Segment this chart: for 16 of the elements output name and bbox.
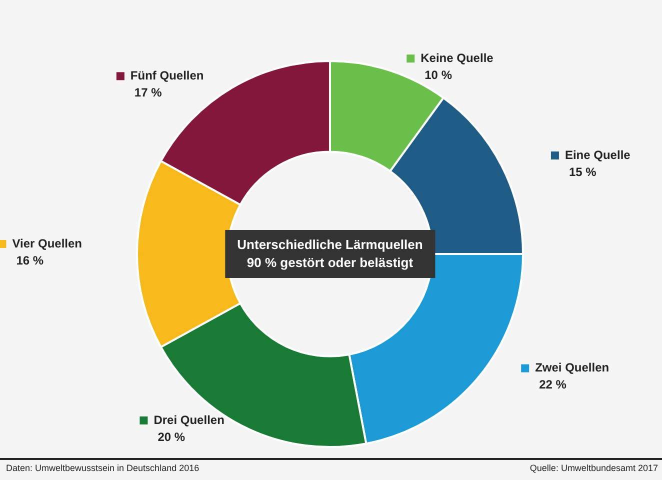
legend-label: Keine Quelle (420, 50, 494, 65)
data-label: 15 % (568, 164, 597, 179)
text: Unterschiedliche Lärmquellen (237, 236, 423, 254)
data-label: 17 % (134, 85, 162, 100)
text: 90 % gestört oder belästigt (246, 254, 414, 272)
legend-label: Fünf Quellen (130, 68, 204, 82)
source-note: Quelle: Umweltbundesamt 2017 (530, 463, 658, 473)
data-label: 22 % (539, 378, 567, 392)
legend-label: Drei Quellen (154, 412, 224, 427)
legend-label: Zwei Quellen (535, 360, 610, 375)
legend-label: Eine Quelle (564, 148, 631, 162)
data-label: 16 % (16, 253, 44, 268)
data-label: 10 % (424, 68, 452, 82)
legend-label: Vier Quellen (12, 236, 82, 250)
text: Daten: Umweltbewusstsein in Deutschland 2016 (6, 463, 200, 473)
data-label: 20 % (158, 430, 186, 444)
